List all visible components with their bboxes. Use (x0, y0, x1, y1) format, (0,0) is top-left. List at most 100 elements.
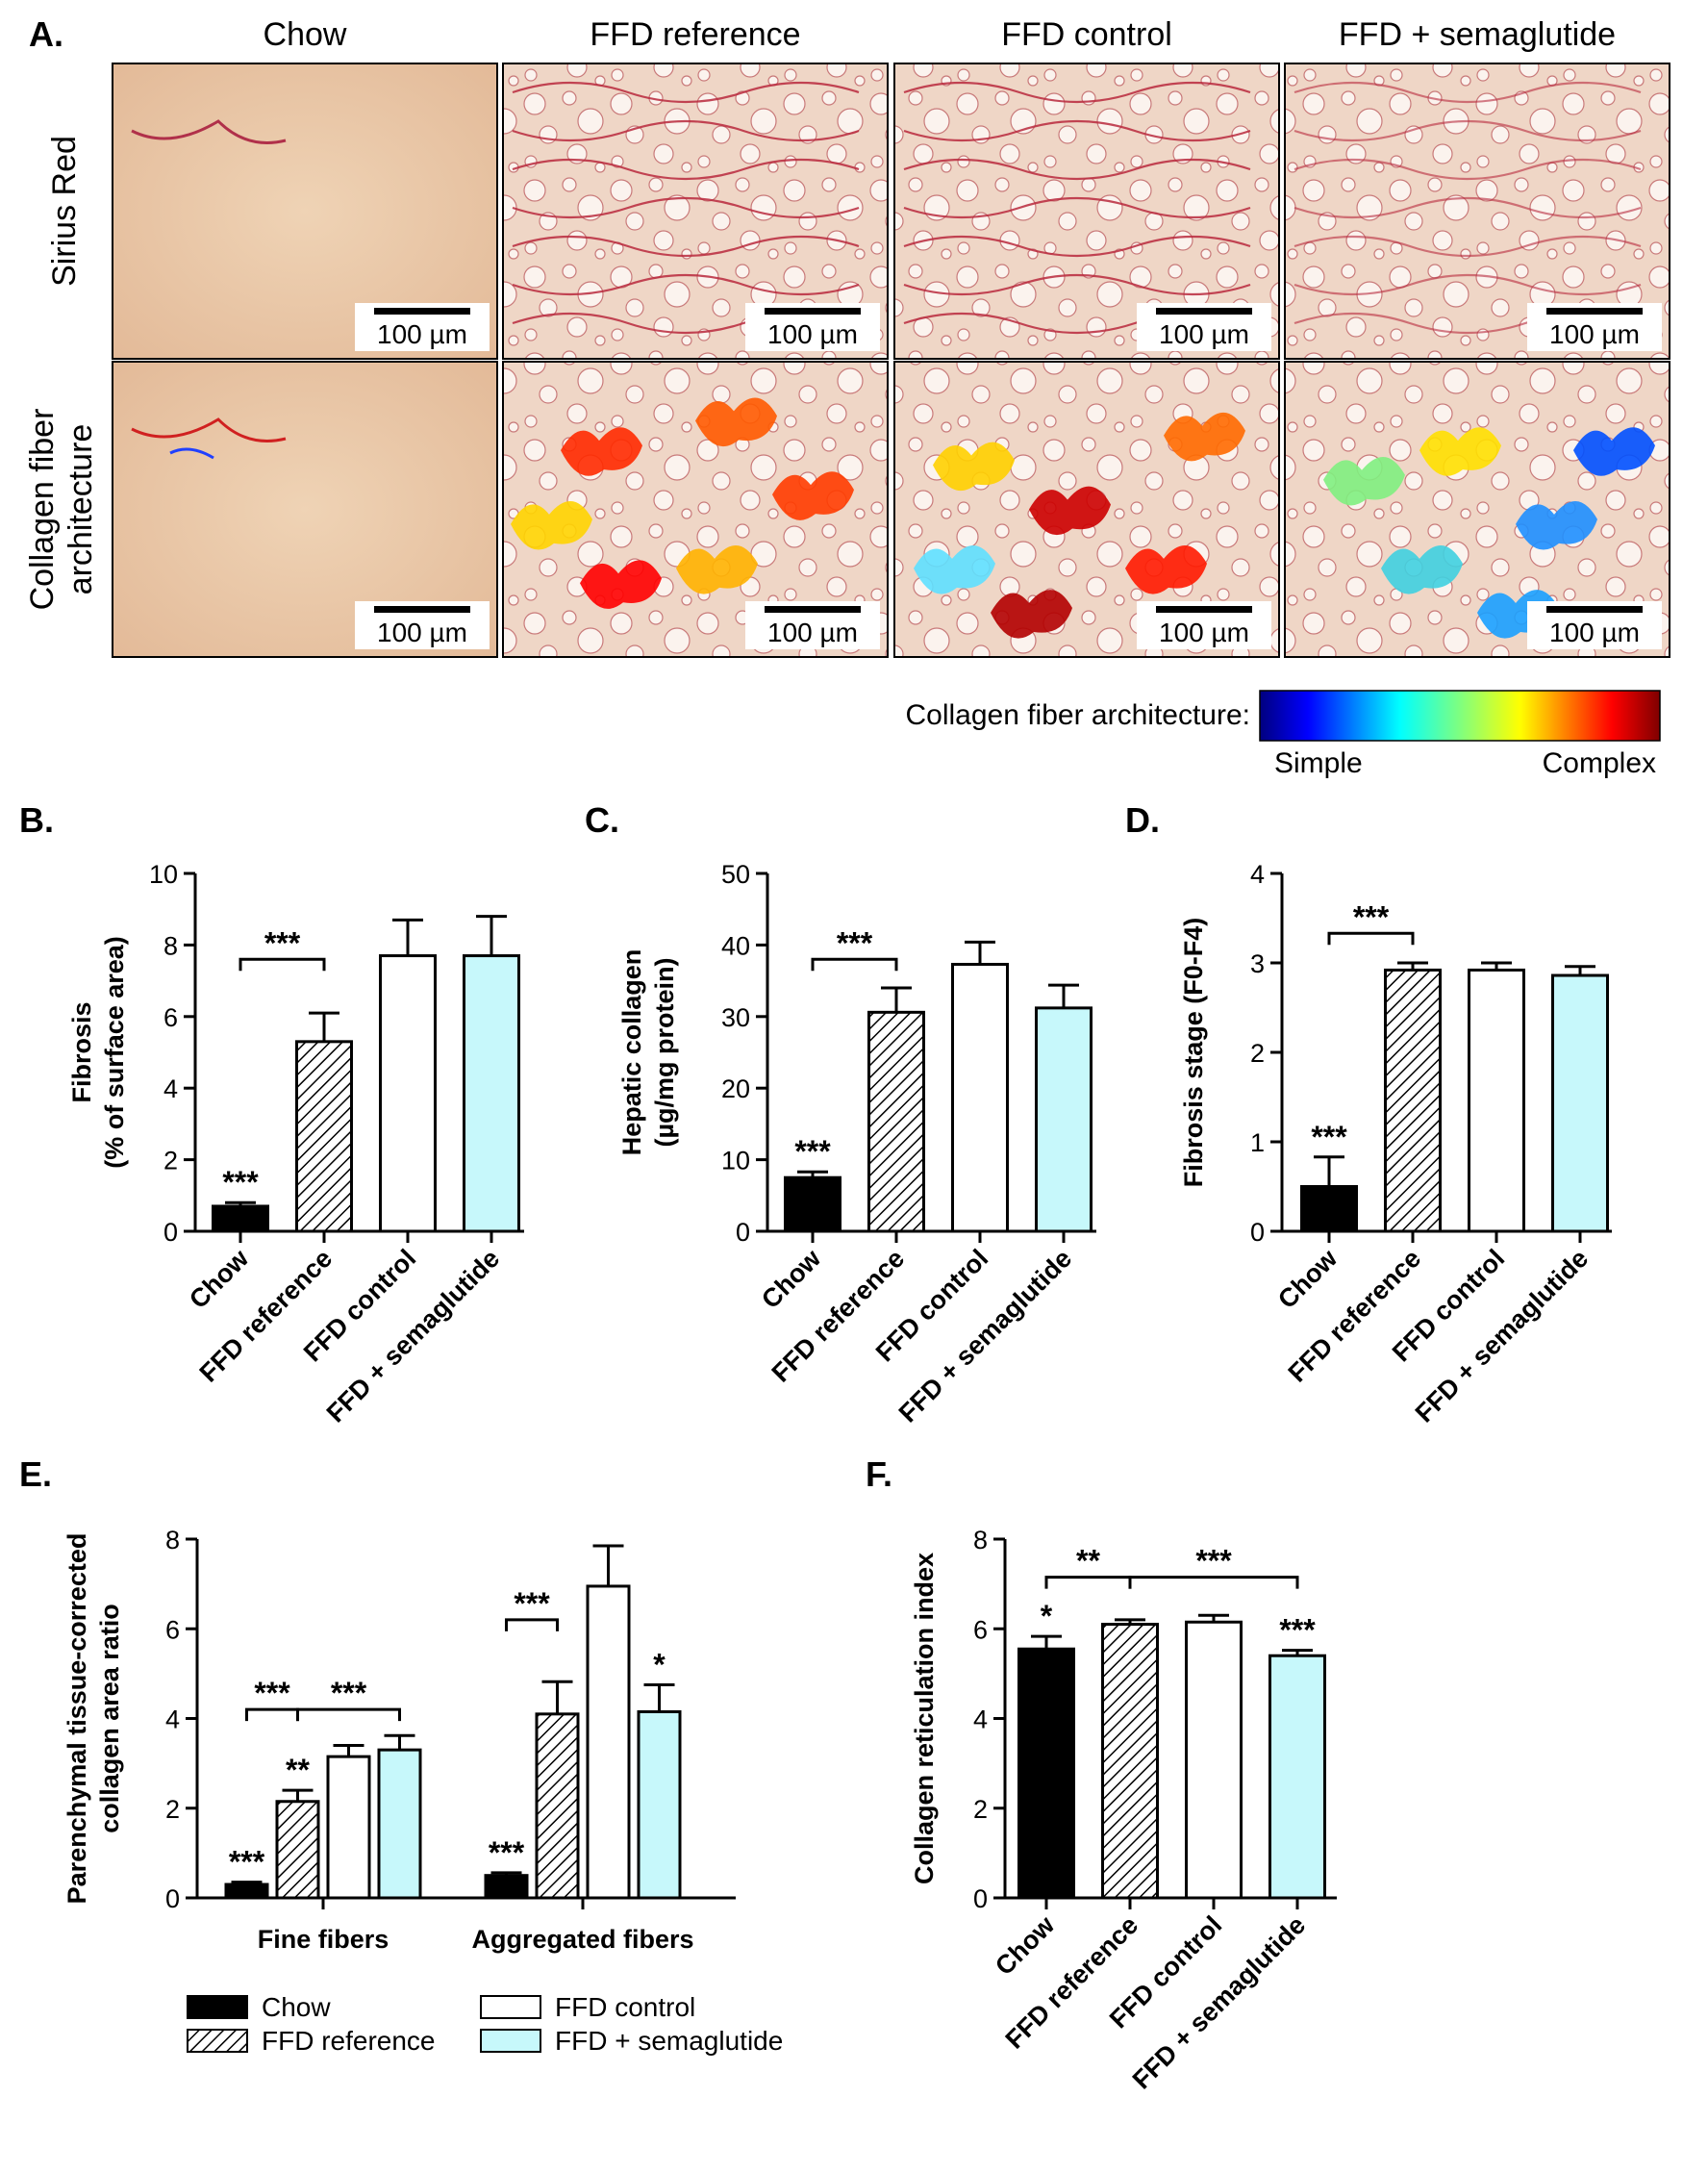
bar (784, 1175, 841, 1233)
collagen-strand (903, 119, 1251, 142)
collagen-cluster (1164, 412, 1245, 462)
significance-bracket (811, 957, 898, 972)
significance-label: *** (254, 1676, 290, 1710)
significance-bracket (245, 1707, 299, 1722)
collagen-strand (512, 119, 860, 142)
y-axis-label: Fibrosis (% of surface area) (67, 936, 129, 1169)
collagen-cluster (580, 560, 662, 609)
bar (535, 1712, 580, 1900)
significance-label: *** (331, 1676, 367, 1710)
y-tick-label: 10 (721, 1147, 750, 1175)
significance-label: *** (1195, 1544, 1232, 1579)
collagen-cluster (1323, 456, 1405, 506)
row-header: Sirius Red (46, 136, 83, 287)
bar (377, 1748, 422, 1900)
collagen-strand (1294, 235, 1642, 258)
y-tick-label: 6 (973, 1615, 988, 1644)
y-tick-label: 4 (165, 1706, 180, 1734)
bar-significance: *** (222, 1165, 259, 1200)
y-axis-label: Hepatic collagen (µg/mg protein) (617, 949, 679, 1156)
scale-bar-line (374, 308, 470, 315)
y-tick-label: 8 (973, 1526, 988, 1554)
panel-letter-b: B. (19, 800, 54, 840)
collagen-strand (512, 158, 860, 181)
scale-bar-line (765, 308, 861, 315)
collagen-strand (903, 235, 1251, 258)
colorbar-title: Collagen fiber architecture: (905, 699, 1250, 731)
collagen-strand (903, 81, 1251, 104)
scale-bar-line (765, 606, 861, 613)
micrograph: 100 µm (502, 361, 889, 658)
y-tick-label: 4 (1250, 860, 1265, 889)
bar-significance: * (653, 1648, 666, 1682)
collagen-cluster (561, 427, 642, 476)
vessel-mark (131, 417, 287, 442)
panel-letter-f: F. (866, 1454, 892, 1494)
significance-label: *** (1353, 899, 1390, 934)
bar (637, 1710, 682, 1900)
scale-bar-line (374, 606, 470, 613)
vessel-mark (131, 119, 287, 144)
micrograph: 100 µm (893, 361, 1280, 658)
row-header: Collagen fiberarchitecture (24, 409, 99, 611)
legend-swatch-semaglutide (480, 2029, 541, 2053)
panel-letter-d: D. (1125, 800, 1160, 840)
x-tick-label: Aggregated fibers (471, 1925, 693, 1954)
x-tick-label: Chow (1272, 1243, 1344, 1314)
collagen-cluster (933, 442, 1015, 492)
bar (1300, 1185, 1358, 1233)
significance-bracket (1044, 1576, 1132, 1589)
collagen-cluster (511, 501, 592, 550)
y-tick-label: 0 (163, 1218, 178, 1247)
y-tick-label: 8 (165, 1526, 180, 1554)
bar-significance: * (1041, 1599, 1053, 1633)
column-header: FFD + semaglutide (1339, 16, 1616, 53)
y-tick-label: 6 (165, 1615, 180, 1644)
micrograph: 100 µm (112, 63, 498, 360)
scale-bar-label: 100 µm (767, 319, 858, 349)
bar (212, 1204, 269, 1233)
y-tick-label: 2 (973, 1795, 988, 1824)
scale-bar-line (1546, 308, 1643, 315)
collagen-strand (512, 235, 860, 258)
y-tick-label: 10 (149, 860, 178, 889)
x-tick-label: Chow (184, 1243, 255, 1314)
colorbar-gradient (1259, 690, 1661, 742)
legend-label-control: FFD control (555, 1992, 695, 2022)
bar (1268, 1654, 1326, 1900)
collagen-strand (1294, 119, 1642, 142)
y-axis-label: Parenchymal tissue-corrected collagen are… (63, 1533, 124, 1905)
bar (1551, 973, 1609, 1233)
scale-bar-label: 100 µm (1159, 319, 1249, 349)
scale-bar-label: 100 µm (377, 618, 467, 647)
y-tick-label: 6 (163, 1003, 178, 1032)
bar (484, 1874, 529, 1900)
bar (295, 1040, 353, 1233)
legend-swatch-chow (187, 1995, 248, 2019)
x-tick-label: Fine fibers (258, 1925, 389, 1954)
y-tick-label: 0 (973, 1884, 988, 1913)
collagen-strand (903, 273, 1251, 296)
bar-significance: *** (1311, 1120, 1347, 1154)
micrograph: 100 µm (112, 361, 498, 658)
column-header: Chow (264, 16, 347, 53)
micrograph: 100 µm (1284, 63, 1670, 360)
colorbar-high-label: Complex (1543, 747, 1656, 779)
y-tick-label: 3 (1250, 949, 1265, 978)
x-tick-label: Chow (990, 1909, 1061, 1981)
collagen-cluster (1516, 501, 1597, 550)
scale-bar-label: 100 µm (377, 319, 467, 349)
scale-bar-line (1156, 606, 1252, 613)
collagen-strand (512, 196, 860, 219)
significance-bracket (1128, 1576, 1299, 1589)
y-axis-label: Fibrosis stage (F0-F4) (1179, 918, 1208, 1188)
chart-b-fibrosis-area: 0 2 4 6 8 10 Fibrosis (% of surface area) *** Cho… (67, 860, 524, 1428)
bar (1017, 1647, 1075, 1900)
bar-significance: *** (794, 1134, 831, 1169)
collagen-cluster (914, 545, 995, 594)
bar (224, 1882, 269, 1900)
collagen-strand (903, 196, 1251, 219)
legend-swatch-reference (187, 2029, 248, 2053)
